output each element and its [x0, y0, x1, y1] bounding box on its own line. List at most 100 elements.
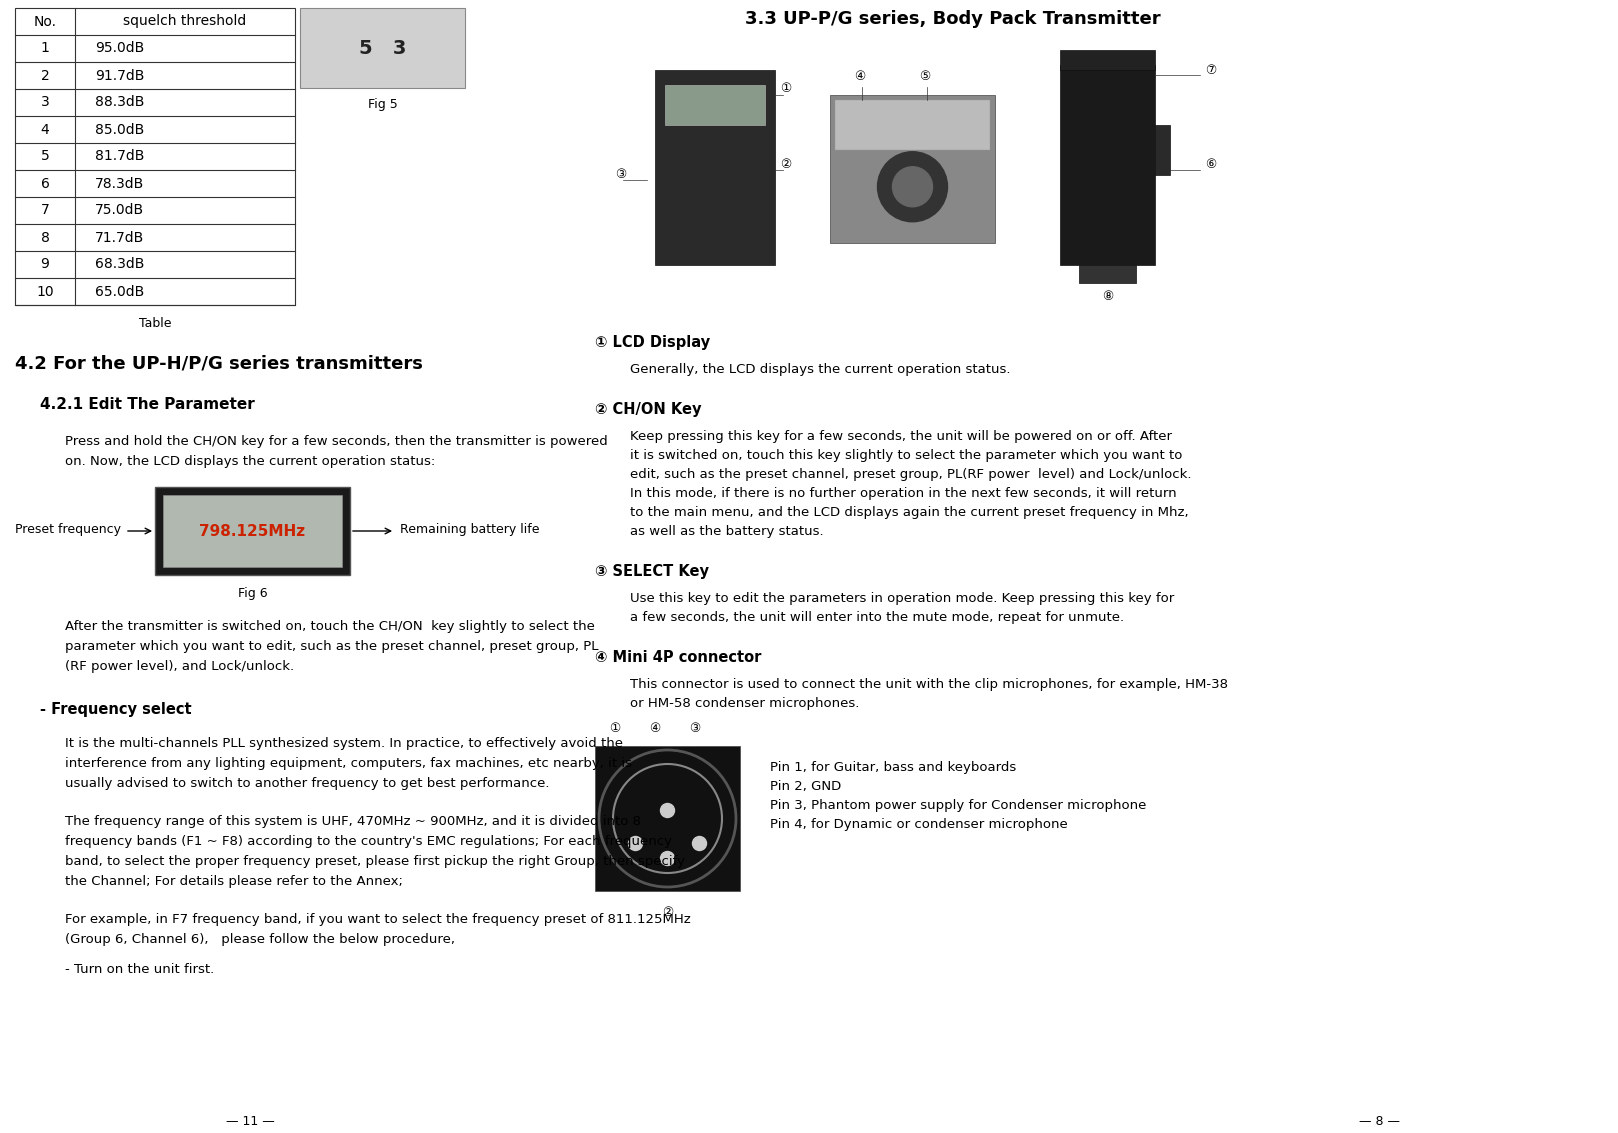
Text: interference from any lighting equipment, computers, fax machines, etc nearby, i: interference from any lighting equipment…	[65, 757, 633, 770]
Text: squelch threshold: squelch threshold	[123, 15, 246, 28]
Text: frequency bands (F1 ~ F8) according to the country's EMC regulations; For each f: frequency bands (F1 ~ F8) according to t…	[65, 835, 671, 847]
Text: Generally, the LCD displays the current operation status.: Generally, the LCD displays the current …	[629, 363, 1011, 376]
Text: it is switched on, touch this key slightly to select the parameter which you wan: it is switched on, touch this key slight…	[629, 449, 1183, 462]
Text: ④ Mini 4P connector: ④ Mini 4P connector	[595, 650, 762, 665]
Text: Pin 3, Phantom power supply for Condenser microphone: Pin 3, Phantom power supply for Condense…	[770, 799, 1147, 812]
Circle shape	[660, 852, 675, 866]
Bar	[655, 70, 775, 265]
Text: 5: 5	[40, 150, 50, 163]
Text: ⑦: ⑦	[1205, 63, 1217, 77]
Text: ③ SELECT Key: ③ SELECT Key	[595, 564, 709, 579]
Text: band, to select the proper frequency preset, please first pickup the right Group: band, to select the proper frequency pre…	[65, 855, 684, 868]
Text: 81.7dB: 81.7dB	[95, 150, 144, 163]
Text: ①: ①	[610, 722, 621, 734]
Text: Pin 2, GND: Pin 2, GND	[770, 780, 841, 793]
Circle shape	[877, 152, 948, 222]
Text: 88.3dB: 88.3dB	[95, 95, 144, 110]
Text: the Channel; For details please refer to the Annex;: the Channel; For details please refer to…	[65, 875, 403, 888]
Bar	[15, 8, 294, 305]
Circle shape	[893, 167, 932, 206]
Text: 6: 6	[40, 177, 50, 190]
Text: ③: ③	[615, 169, 626, 181]
Text: No.: No.	[34, 15, 57, 28]
Bar	[1155, 125, 1170, 174]
Text: 85.0dB: 85.0dB	[95, 122, 144, 136]
Text: ④: ④	[854, 70, 866, 84]
Bar	[595, 746, 739, 891]
Text: as well as the battery status.: as well as the battery status.	[629, 525, 824, 538]
Text: parameter which you want to edit, such as the preset channel, preset group, PL: parameter which you want to edit, such a…	[65, 640, 599, 653]
Text: (RF power level), and Lock/unlock.: (RF power level), and Lock/unlock.	[65, 661, 294, 673]
Text: 3: 3	[40, 95, 50, 110]
Text: - Turn on the unit first.: - Turn on the unit first.	[65, 963, 214, 976]
Text: Table: Table	[139, 317, 172, 330]
Bar	[163, 495, 341, 566]
Text: It is the multi-channels PLL synthesized system. In practice, to effectively avo: It is the multi-channels PLL synthesized…	[65, 736, 623, 750]
Text: 68.3dB: 68.3dB	[95, 257, 144, 272]
Text: ②: ②	[662, 906, 673, 919]
Text: Fig 5: Fig 5	[367, 97, 398, 111]
Text: 8: 8	[40, 230, 50, 245]
Bar	[665, 85, 765, 125]
Text: 95.0dB: 95.0dB	[95, 42, 144, 56]
Text: ②: ②	[780, 159, 791, 171]
Text: on. Now, the LCD displays the current operation status:: on. Now, the LCD displays the current op…	[65, 455, 435, 468]
Text: 2: 2	[40, 68, 50, 83]
Text: 75.0dB: 75.0dB	[95, 204, 144, 218]
Bar	[1060, 65, 1155, 265]
Circle shape	[693, 836, 707, 851]
Text: usually advised to switch to another frequency to get best performance.: usually advised to switch to another fre…	[65, 777, 550, 790]
Text: 3.3 UP-P/G series, Body Pack Transmitter: 3.3 UP-P/G series, Body Pack Transmitter	[744, 10, 1160, 28]
Text: 4.2.1 Edit The Parameter: 4.2.1 Edit The Parameter	[40, 397, 254, 412]
Bar	[1079, 265, 1136, 283]
Text: Preset frequency: Preset frequency	[15, 523, 121, 537]
Circle shape	[628, 836, 642, 851]
Text: Use this key to edit the parameters in operation mode. Keep pressing this key fo: Use this key to edit the parameters in o…	[629, 593, 1175, 605]
Text: 71.7dB: 71.7dB	[95, 230, 144, 245]
Text: ⑧: ⑧	[1102, 290, 1113, 303]
Text: ⑥: ⑥	[1205, 159, 1217, 171]
Text: In this mode, if there is no further operation in the next few seconds, it will : In this mode, if there is no further ope…	[629, 487, 1176, 500]
Text: Pin 4, for Dynamic or condenser microphone: Pin 4, for Dynamic or condenser micropho…	[770, 818, 1068, 830]
Text: or HM-58 condenser microphones.: or HM-58 condenser microphones.	[629, 697, 859, 710]
Text: 7: 7	[40, 204, 50, 218]
Text: 798.125MHz: 798.125MHz	[199, 523, 306, 538]
Bar	[155, 487, 349, 576]
Text: 10: 10	[36, 284, 53, 298]
Text: Fig 6: Fig 6	[238, 587, 267, 600]
Bar	[830, 95, 995, 242]
Text: The frequency range of this system is UHF, 470MHz ~ 900MHz, and it is divided in: The frequency range of this system is UH…	[65, 815, 641, 828]
Bar	[299, 8, 464, 88]
Text: ⑤: ⑤	[919, 70, 930, 84]
Text: - Frequency select: - Frequency select	[40, 702, 191, 717]
Text: 78.3dB: 78.3dB	[95, 177, 144, 190]
Text: After the transmitter is switched on, touch the CH/ON  key slightly to select th: After the transmitter is switched on, to…	[65, 620, 595, 633]
Text: ①: ①	[780, 82, 791, 94]
Text: ④: ④	[649, 722, 660, 734]
Text: to the main menu, and the LCD displays again the current preset frequency in Mhz: to the main menu, and the LCD displays a…	[629, 506, 1189, 519]
Bar	[1060, 50, 1155, 70]
Text: Keep pressing this key for a few seconds, the unit will be powered on or off. Af: Keep pressing this key for a few seconds…	[629, 431, 1171, 443]
Text: ② CH/ON Key: ② CH/ON Key	[595, 402, 702, 417]
Text: For example, in F7 frequency band, if you want to select the frequency preset of: For example, in F7 frequency band, if yo…	[65, 913, 691, 926]
Text: a few seconds, the unit will enter into the mute mode, repeat for unmute.: a few seconds, the unit will enter into …	[629, 611, 1125, 624]
Circle shape	[660, 803, 675, 818]
Text: 9: 9	[40, 257, 50, 272]
Text: ③: ③	[689, 722, 701, 734]
Text: 1: 1	[40, 42, 50, 56]
Text: Pin 1, for Guitar, bass and keyboards: Pin 1, for Guitar, bass and keyboards	[770, 761, 1016, 774]
Text: — 8 —: — 8 —	[1359, 1115, 1401, 1128]
Text: 5   3: 5 3	[359, 39, 406, 58]
Text: 91.7dB: 91.7dB	[95, 68, 144, 83]
Text: ① LCD Display: ① LCD Display	[595, 335, 710, 350]
Text: Press and hold the CH/ON key for a few seconds, then the transmitter is powered: Press and hold the CH/ON key for a few s…	[65, 435, 608, 448]
Text: This connector is used to connect the unit with the clip microphones, for exampl: This connector is used to connect the un…	[629, 678, 1228, 691]
Text: 4: 4	[40, 122, 50, 136]
Text: Remaining battery life: Remaining battery life	[400, 523, 539, 537]
Text: — 11 —: — 11 —	[225, 1115, 275, 1128]
Text: (Group 6, Channel 6),   please follow the below procedure,: (Group 6, Channel 6), please follow the …	[65, 932, 455, 946]
Text: edit, such as the preset channel, preset group, PL(RF power  level) and Lock/unl: edit, such as the preset channel, preset…	[629, 468, 1191, 482]
Bar	[835, 100, 990, 150]
Text: 65.0dB: 65.0dB	[95, 284, 144, 298]
Text: 4.2 For the UP-H/P/G series transmitters: 4.2 For the UP-H/P/G series transmitters	[15, 355, 422, 373]
